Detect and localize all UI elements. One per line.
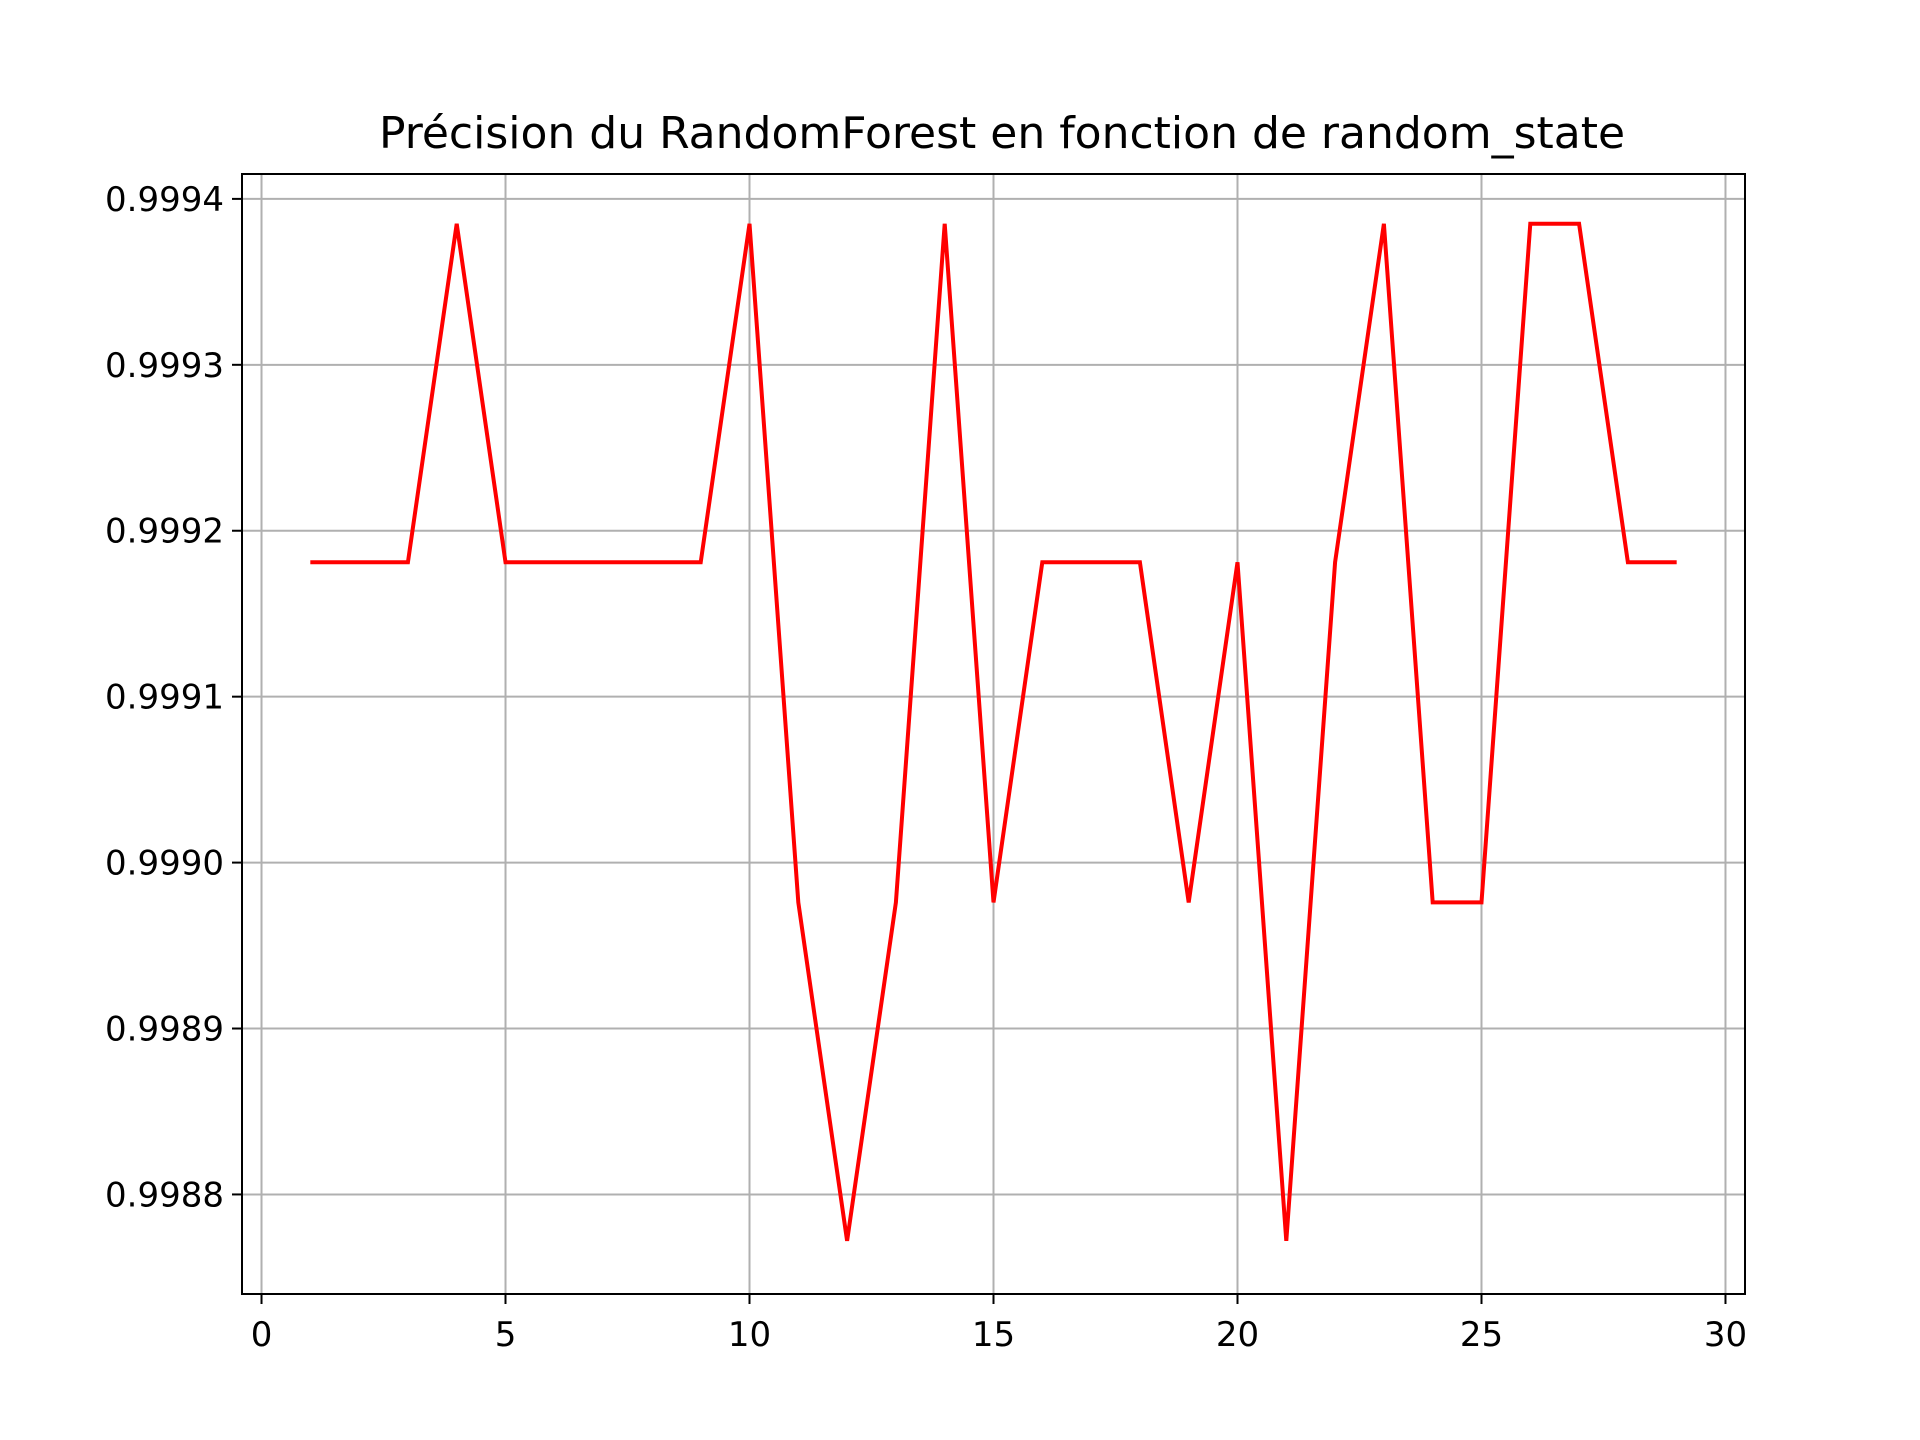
chart-title: Précision du RandomForest en fonction de…	[379, 108, 1625, 159]
y-tick-label: 0.9988	[105, 1175, 224, 1215]
x-tick-label: 5	[495, 1315, 517, 1355]
y-tick-label: 0.9992	[105, 512, 224, 552]
x-axis: 0 5 10 15 20 25 30	[251, 1294, 1747, 1355]
y-tick-label: 0.9994	[105, 180, 224, 220]
x-tick-label: 25	[1460, 1315, 1503, 1355]
y-axis: 0.9988 0.9989 0.9990 0.9991 0.9992 0.9993 0.99…	[105, 180, 242, 1215]
x-tick-label: 10	[728, 1315, 771, 1355]
grid	[242, 174, 1745, 1294]
y-tick-label: 0.9991	[105, 678, 224, 718]
y-tick-label: 0.9989	[105, 1010, 224, 1050]
x-tick-label: 15	[972, 1315, 1015, 1355]
series-layer	[310, 221, 1677, 1242]
x-tick-label: 30	[1704, 1315, 1747, 1355]
y-tick-label: 0.9993	[105, 346, 224, 386]
x-tick-label: 0	[251, 1315, 273, 1355]
series-line	[310, 221, 1677, 1242]
y-tick-label: 0.9990	[105, 844, 224, 884]
x-tick-label: 20	[1216, 1315, 1259, 1355]
